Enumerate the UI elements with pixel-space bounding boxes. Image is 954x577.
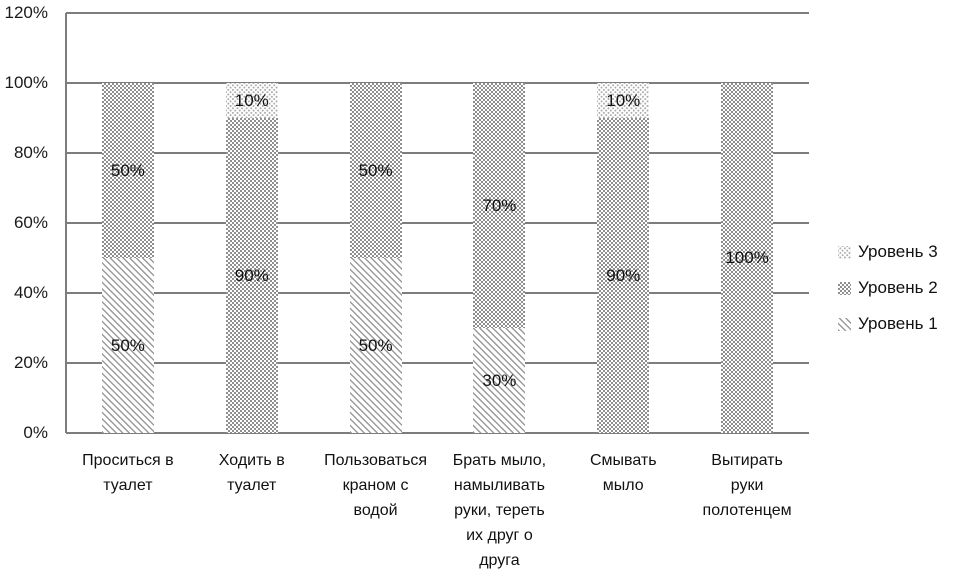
data-label: 90%	[606, 265, 641, 285]
legend-item: Уровень 3	[838, 240, 938, 264]
bar-segment-diagonal	[349, 258, 402, 433]
y-axis-line	[65, 13, 67, 433]
data-label: 50%	[110, 335, 145, 355]
data-label: 70%	[482, 195, 517, 215]
bar-segment-checker	[721, 83, 774, 433]
y-tick-label: 120%	[4, 3, 48, 22]
gridline	[66, 12, 809, 14]
y-tick-label: 60%	[13, 213, 48, 232]
legend-item-label: Уровень 2	[858, 278, 938, 297]
gridline	[66, 222, 809, 224]
y-tick-label: 100%	[4, 73, 48, 92]
bar-segment-dots	[225, 83, 278, 118]
bar-segment-checker	[597, 118, 650, 433]
y-tick-label: 0%	[23, 423, 48, 442]
data-label: 50%	[110, 160, 145, 180]
bar-segment-diagonal	[473, 328, 526, 433]
bar-segment-diagonal	[101, 258, 154, 433]
x-axis-line	[66, 432, 809, 434]
category-label: Смывать мыло	[589, 452, 657, 494]
legend-swatch-icon	[838, 281, 851, 295]
bar-segment-checker	[225, 118, 278, 433]
legend-item: Уровень 1	[838, 312, 938, 336]
category-label: Ходить в туалет	[218, 452, 285, 494]
data-label: 50%	[358, 160, 393, 180]
legend-item-label: Уровень 1	[858, 314, 938, 333]
category-label: Брать мыло, намыливать руки, тереть их д…	[452, 452, 547, 569]
gridline	[66, 82, 809, 84]
category-label: Вытирать руки полотенцем	[702, 452, 792, 519]
y-tick-label: 80%	[13, 143, 48, 162]
data-label: 90%	[234, 265, 269, 285]
category-label: Пользоваться краном с водой	[324, 452, 428, 519]
legend-swatch-icon	[838, 317, 851, 331]
data-label: 10%	[234, 90, 269, 110]
gridline	[66, 292, 809, 294]
y-tick-label: 40%	[13, 283, 48, 302]
bar-segment-checker	[349, 83, 402, 258]
legend-swatch-icon	[838, 245, 851, 259]
bar-segment-checker	[101, 83, 154, 258]
gridline	[66, 362, 809, 364]
data-label: 50%	[358, 335, 393, 355]
data-label: 10%	[606, 90, 641, 110]
data-label: 30%	[482, 370, 517, 390]
gridline	[66, 152, 809, 154]
y-tick-label: 20%	[13, 353, 48, 372]
bar-segment-dots	[597, 83, 650, 118]
legend-item-label: Уровень 3	[858, 242, 938, 261]
data-label: 100%	[725, 248, 769, 267]
bar-segment-checker	[473, 83, 526, 328]
legend: Уровень 3 Уровень 2 Уровень 1	[838, 240, 938, 336]
legend-item: Уровень 2	[838, 276, 938, 300]
category-label: Проситься в туалет	[82, 452, 174, 494]
